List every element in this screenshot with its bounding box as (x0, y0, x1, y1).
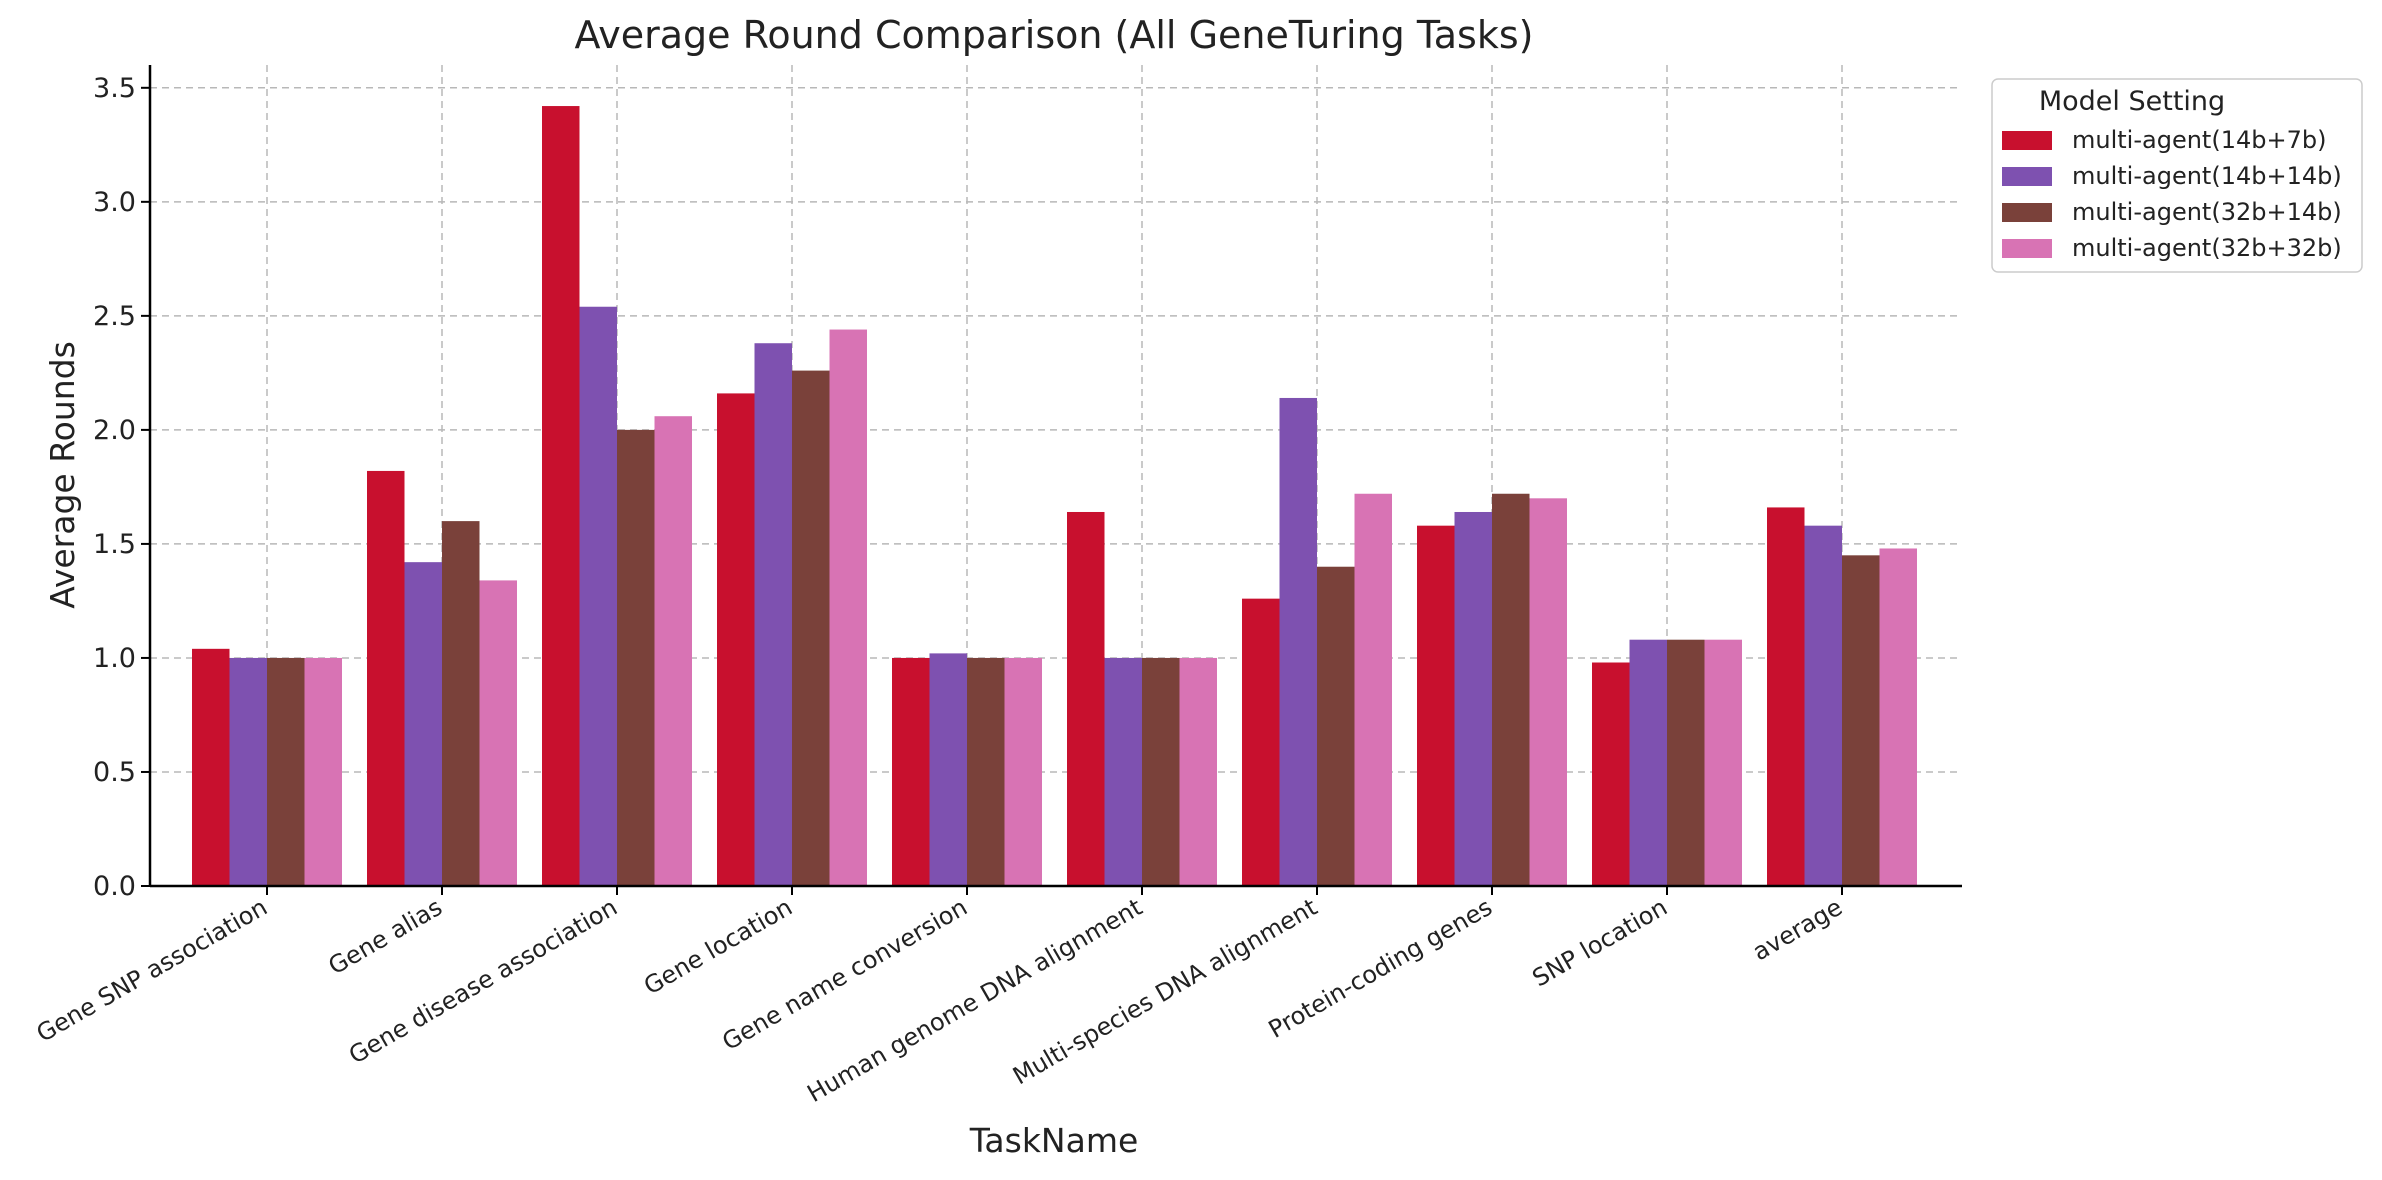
x-tick-label: Human genome DNA alignment (803, 893, 1147, 1108)
y-tick-label: 2.0 (93, 415, 136, 446)
y-tick-label: 0.0 (93, 871, 136, 902)
y-tick-label: 3.5 (93, 73, 136, 104)
bar (1142, 657, 1180, 886)
bars (192, 106, 1917, 887)
bar (542, 106, 580, 887)
bar (1879, 548, 1917, 886)
x-tick-label: Multi-species DNA alignment (1008, 893, 1322, 1090)
legend-swatch (2002, 239, 2052, 258)
x-axis-label: TaskName (969, 1121, 1139, 1160)
legend-label: multi-agent(32b+14b) (2072, 198, 2342, 226)
bar (829, 329, 867, 886)
y-tick-label: 2.5 (93, 301, 136, 332)
y-tick-label: 1.5 (93, 529, 136, 560)
bar (479, 580, 517, 886)
legend-swatch (2002, 203, 2052, 222)
bar (1492, 493, 1530, 886)
bar (1417, 525, 1455, 886)
y-tick-label: 3.0 (93, 187, 136, 218)
bar (717, 393, 755, 886)
y-tick-label: 0.5 (93, 757, 136, 788)
y-axis-label: Average Rounds (43, 341, 82, 609)
bar (1317, 566, 1355, 886)
bar (1179, 657, 1217, 886)
bar (1842, 555, 1880, 886)
bar (1804, 525, 1842, 886)
y-tick-label: 1.0 (93, 643, 136, 674)
x-tick-label: Gene location (639, 893, 797, 1000)
bar (442, 521, 480, 886)
x-tick-label: Gene SNP association (32, 893, 272, 1048)
bar (792, 370, 830, 886)
legend-swatch (2002, 167, 2052, 186)
bar (754, 343, 792, 886)
bar (404, 562, 442, 886)
legend-label: multi-agent(14b+7b) (2072, 126, 2326, 154)
x-tick-label: Gene alias (324, 893, 447, 980)
bar (1067, 511, 1105, 886)
bar (1454, 511, 1492, 886)
y-ticks: 0.0 0.5 1.0 1.5 2.0 2.5 3.0 3.5 (93, 73, 150, 902)
legend: Model Setting multi-agent(14b+7b)multi-a… (1991, 78, 2363, 273)
legend-title: Model Setting (2039, 86, 2225, 117)
bar (892, 657, 930, 886)
bar (1104, 657, 1142, 886)
bar (267, 657, 305, 886)
bar (367, 470, 405, 886)
bar (1667, 639, 1705, 886)
legend-frame (1991, 78, 2363, 273)
bar (1354, 493, 1392, 886)
bar (1629, 639, 1667, 886)
bar (579, 306, 617, 886)
x-tick-label: average (1748, 893, 1847, 966)
bar (929, 653, 967, 886)
bar (654, 416, 692, 886)
bar (304, 657, 342, 886)
legend-label: multi-agent(32b+32b) (2072, 234, 2342, 262)
bar (192, 648, 230, 886)
chart-title: Average Round Comparison (All GeneTuring… (575, 13, 1534, 57)
bar (1592, 662, 1630, 886)
bar (1767, 507, 1805, 886)
bar (1242, 598, 1280, 886)
bar (1279, 397, 1317, 886)
legend-label: multi-agent(14b+14b) (2072, 162, 2342, 190)
bar (967, 657, 1005, 886)
bar (1704, 639, 1742, 886)
x-tick-label: SNP location (1528, 893, 1672, 993)
bar (1004, 657, 1042, 886)
bar (617, 429, 655, 886)
legend-swatch (2002, 131, 2052, 150)
bar (1529, 498, 1567, 886)
legend-items: multi-agent(14b+7b) multi-agent(14b+14b) m… (2002, 126, 2342, 262)
bar (229, 657, 267, 886)
